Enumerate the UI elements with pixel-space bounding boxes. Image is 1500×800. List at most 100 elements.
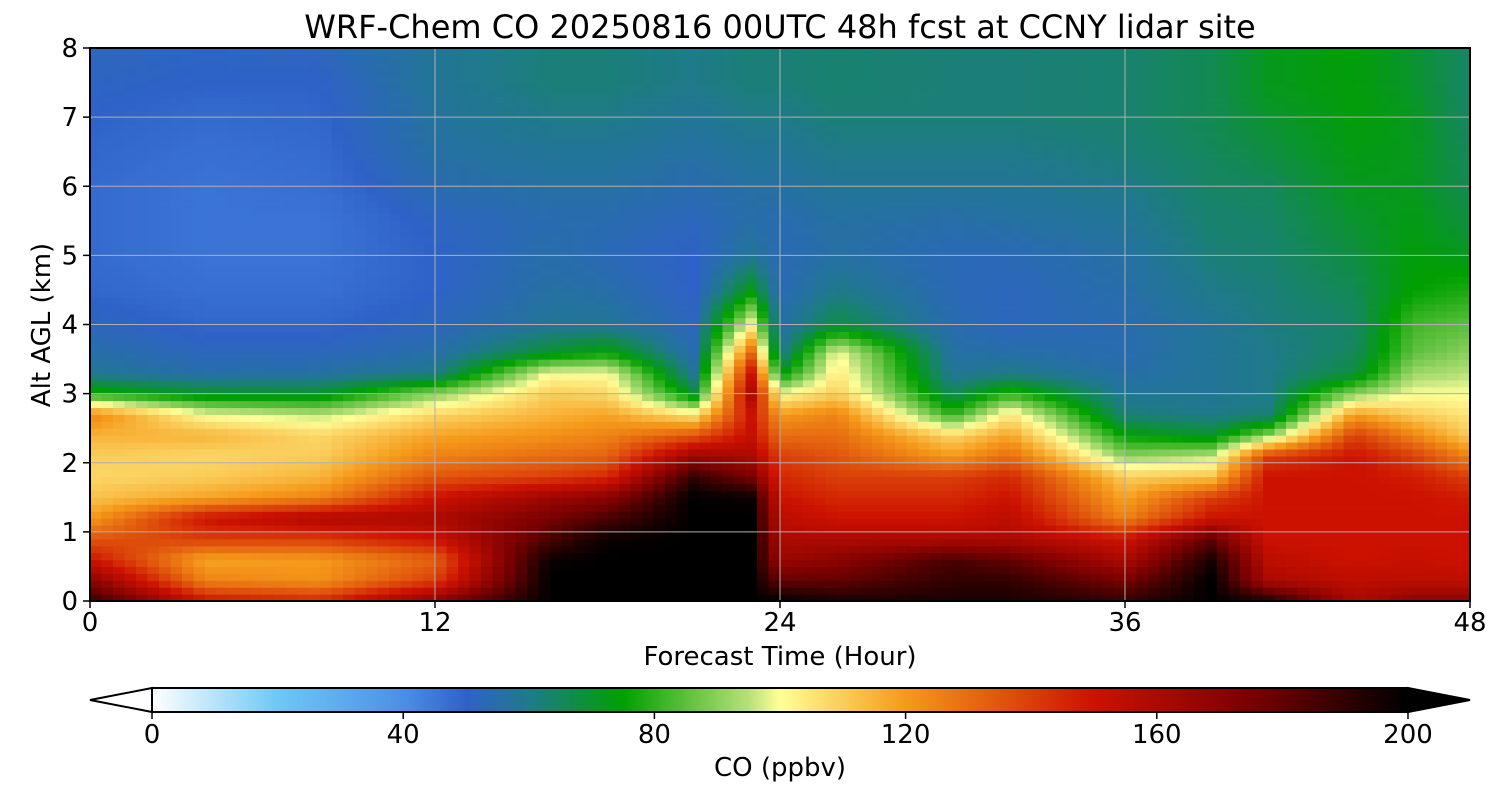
heatmap-cell (412, 511, 425, 519)
heatmap-cell (377, 296, 390, 305)
heatmap-cell (607, 186, 620, 194)
heatmap-cell (124, 518, 137, 526)
heatmap-cell (676, 179, 689, 187)
heatmap-cell (366, 144, 379, 153)
heatmap-cell (320, 193, 333, 201)
heatmap-cell (423, 200, 436, 208)
heatmap-cell (665, 518, 678, 526)
heatmap-cell (665, 545, 678, 554)
heatmap-cell (239, 283, 252, 291)
heatmap-cell (791, 365, 804, 374)
heatmap-cell (205, 310, 218, 319)
heatmap-cell (642, 179, 655, 187)
heatmap-cell (665, 234, 678, 243)
heatmap-cell (584, 476, 597, 485)
heatmap-cell (584, 490, 597, 498)
heatmap-cell (653, 158, 666, 167)
heatmap-cell (377, 96, 390, 104)
heatmap-cell (619, 469, 632, 478)
heatmap-cell (354, 587, 367, 595)
heatmap-cell (446, 379, 459, 388)
heatmap-cell (90, 407, 103, 415)
heatmap-cell (320, 255, 333, 263)
heatmap-cell (124, 587, 137, 595)
heatmap-cell (262, 269, 275, 277)
heatmap-cell (780, 552, 793, 561)
heatmap-cell (630, 68, 643, 77)
heatmap-cell (412, 504, 425, 512)
heatmap-cell (734, 359, 747, 367)
heatmap-cell (515, 117, 528, 125)
heatmap-cell (469, 594, 482, 601)
heatmap-cell (446, 359, 459, 367)
heatmap-cell (228, 504, 241, 512)
heatmap-cell (458, 421, 471, 429)
heatmap-cell (780, 234, 793, 243)
heatmap-cell (308, 206, 321, 215)
heatmap-cell (446, 345, 459, 353)
heatmap-cell (745, 269, 758, 277)
heatmap-cell (584, 372, 597, 381)
heatmap-cell (446, 213, 459, 222)
heatmap-cell (366, 324, 379, 333)
heatmap-cell (504, 552, 517, 561)
heatmap-cell (688, 248, 701, 256)
heatmap-cell (504, 317, 517, 326)
heatmap-cell (366, 566, 379, 574)
heatmap-cell (722, 338, 735, 346)
heatmap-cell (607, 324, 620, 333)
heatmap-cell (136, 158, 149, 167)
heatmap-cell (619, 193, 632, 201)
heatmap-cell (320, 566, 333, 574)
heatmap-cell (665, 331, 678, 339)
heatmap-cell (699, 324, 712, 333)
heatmap-cell (446, 365, 459, 374)
heatmap-cell (354, 414, 367, 422)
heatmap-cell (331, 386, 344, 395)
heatmap-cell (538, 545, 551, 554)
heatmap-cell (481, 248, 494, 256)
heatmap-cell (228, 338, 241, 346)
heatmap-cell (308, 379, 321, 388)
heatmap-cell (596, 241, 609, 250)
heatmap-cell (676, 428, 689, 436)
heatmap-cell (538, 442, 551, 450)
heatmap-cell (676, 158, 689, 167)
heatmap-cell (389, 476, 402, 485)
heatmap-cell (699, 110, 712, 118)
heatmap-cell (780, 372, 793, 381)
heatmap-cell (377, 61, 390, 70)
heatmap-cell (607, 331, 620, 339)
heatmap-cell (239, 421, 252, 429)
heatmap-cell (435, 165, 448, 174)
heatmap-cell (412, 262, 425, 270)
heatmap-cell (136, 206, 149, 215)
heatmap-cell (722, 158, 735, 167)
heatmap-cell (492, 469, 505, 478)
heatmap-cell (481, 220, 494, 229)
heatmap-cell (561, 117, 574, 125)
heatmap-cell (596, 255, 609, 263)
heatmap-cell (538, 172, 551, 180)
heatmap-cell (734, 151, 747, 160)
heatmap-cell (159, 262, 172, 270)
heatmap-cell (124, 504, 137, 512)
heatmap-cell (216, 573, 229, 581)
heatmap-cell (550, 580, 563, 588)
heatmap-cell (90, 511, 103, 519)
heatmap-cell (331, 165, 344, 174)
heatmap-cell (642, 48, 655, 56)
heatmap-cell (147, 75, 160, 84)
heatmap-cell (630, 594, 643, 601)
heatmap-cell (377, 241, 390, 250)
heatmap-cell (492, 172, 505, 180)
heatmap-cell (688, 110, 701, 118)
heatmap-cell (492, 573, 505, 581)
heatmap-cell (251, 324, 264, 333)
heatmap-cell (757, 552, 770, 561)
heatmap-cell (193, 331, 206, 339)
heatmap-cell (791, 303, 804, 312)
heatmap-cell (573, 497, 586, 505)
heatmap-cell (573, 331, 586, 339)
heatmap-cell (101, 165, 114, 174)
